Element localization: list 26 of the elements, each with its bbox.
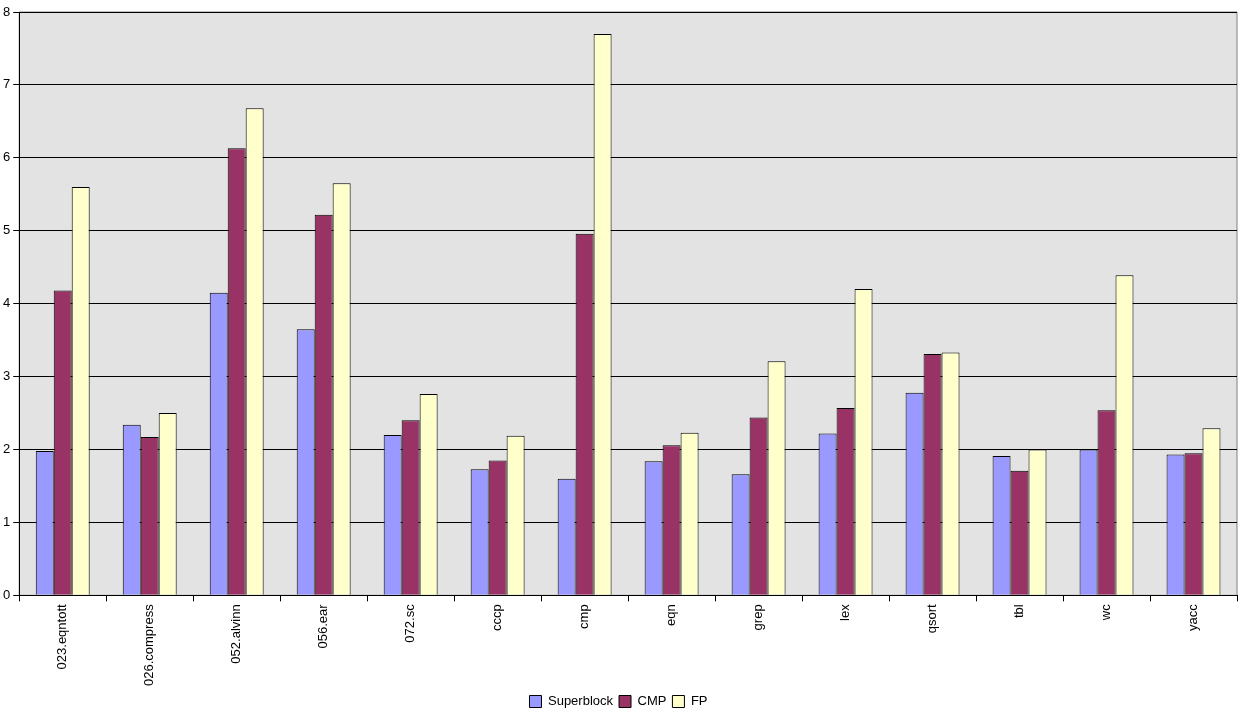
x-tick-label: lex	[837, 603, 853, 621]
y-tick-label: 5	[3, 222, 11, 238]
legend-label: FP	[690, 693, 708, 709]
x-tick-label: 026.compress	[141, 603, 157, 687]
x-tick-label: cmp	[576, 604, 592, 629]
y-tick-label: 7	[3, 76, 11, 92]
x-tick-label: tbl	[1011, 604, 1027, 619]
y-tick-label: 0	[3, 586, 11, 602]
x-tick-label: 072.sc	[402, 603, 418, 643]
x-tick-label: 052.alvinn	[228, 604, 244, 664]
y-tick-label: 6	[3, 149, 11, 165]
x-tick-label: cccp	[489, 604, 505, 632]
x-tick-label: yacc	[1185, 603, 1201, 632]
x-tick-label: grep	[750, 604, 766, 631]
y-tick-label: 4	[3, 295, 11, 311]
legend-label: CMP	[637, 693, 667, 709]
y-tick-label: 2	[3, 441, 11, 457]
x-tick-label: qsort	[924, 603, 940, 634]
legend-label: Superblock	[547, 693, 614, 709]
x-tick-label: 023.eqntott	[54, 603, 70, 670]
x-tick-label: eqn	[663, 604, 679, 627]
x-tick-label: wc	[1098, 603, 1114, 622]
x-tick-label: 056.ear	[315, 603, 331, 649]
y-tick-label: 3	[3, 368, 11, 384]
y-tick-label: 8	[3, 3, 11, 19]
y-tick-label: 1	[3, 514, 11, 530]
